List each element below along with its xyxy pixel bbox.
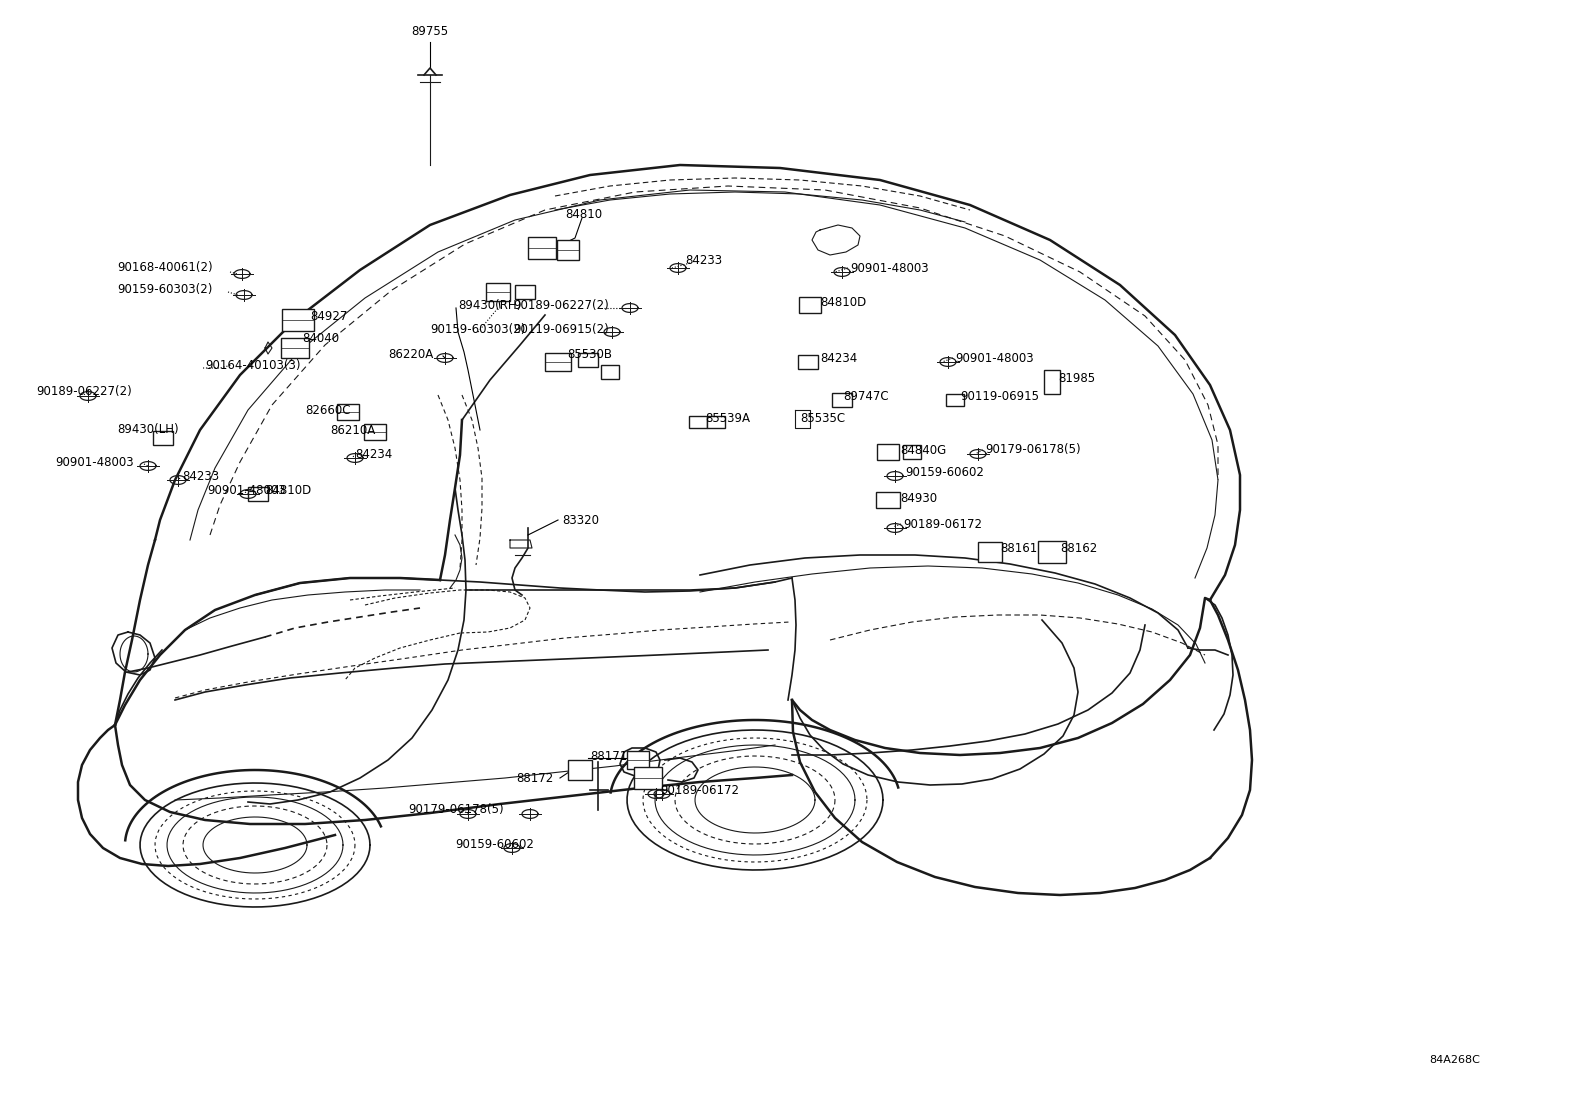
FancyBboxPatch shape (977, 542, 1001, 562)
Text: 89755: 89755 (411, 25, 449, 38)
Text: 90119-06915: 90119-06915 (960, 389, 1040, 402)
FancyBboxPatch shape (634, 767, 662, 789)
Text: 88162: 88162 (1060, 542, 1097, 555)
FancyBboxPatch shape (903, 445, 922, 459)
Text: 90168-40061(2): 90168-40061(2) (116, 262, 213, 275)
Text: 90901-48003: 90901-48003 (207, 484, 285, 497)
Text: 89430(LH): 89430(LH) (116, 423, 178, 436)
Text: 90159-60303(2): 90159-60303(2) (116, 284, 212, 297)
Text: 84233: 84233 (685, 254, 723, 266)
Text: 82660C: 82660C (306, 403, 350, 417)
Text: 88172: 88172 (516, 771, 554, 785)
FancyBboxPatch shape (282, 338, 309, 358)
Text: 89430(RH): 89430(RH) (458, 300, 521, 312)
FancyBboxPatch shape (486, 284, 509, 301)
Text: 85539A: 85539A (705, 411, 750, 424)
FancyBboxPatch shape (557, 240, 579, 260)
Text: 86210A: 86210A (330, 423, 376, 436)
FancyBboxPatch shape (529, 237, 556, 259)
FancyBboxPatch shape (627, 751, 650, 769)
FancyBboxPatch shape (568, 761, 592, 780)
Text: 86220A: 86220A (388, 347, 433, 360)
Text: 90159-60602: 90159-60602 (904, 466, 984, 478)
Text: 84930: 84930 (899, 491, 938, 504)
FancyBboxPatch shape (514, 285, 535, 299)
FancyBboxPatch shape (1044, 370, 1060, 395)
Text: 83320: 83320 (562, 513, 599, 526)
Text: 90189-06227(2): 90189-06227(2) (513, 300, 610, 312)
Text: 84810D: 84810D (264, 484, 312, 497)
Text: 84A268C: 84A268C (1430, 1055, 1481, 1065)
FancyBboxPatch shape (689, 417, 707, 428)
Text: 88161: 88161 (1000, 542, 1038, 555)
FancyBboxPatch shape (799, 297, 821, 313)
Text: 84840G: 84840G (899, 444, 946, 456)
Text: 85530B: 85530B (567, 348, 611, 362)
Text: 90159-60303(2): 90159-60303(2) (430, 323, 525, 336)
Text: 90179-06178(5): 90179-06178(5) (408, 803, 503, 817)
FancyBboxPatch shape (153, 431, 174, 445)
Text: 81985: 81985 (1059, 371, 1095, 385)
Text: 90189-06227(2): 90189-06227(2) (37, 386, 132, 399)
FancyBboxPatch shape (282, 309, 314, 331)
FancyBboxPatch shape (876, 492, 899, 508)
Text: 90189-06172: 90189-06172 (903, 518, 982, 531)
Text: 90901-48003: 90901-48003 (56, 455, 134, 468)
FancyBboxPatch shape (365, 424, 385, 440)
Text: 84040: 84040 (302, 332, 339, 344)
Text: 84233: 84233 (181, 469, 220, 482)
FancyBboxPatch shape (544, 353, 572, 371)
Text: 90159-60602: 90159-60602 (455, 839, 533, 852)
Text: 90189-06172: 90189-06172 (661, 784, 739, 797)
FancyBboxPatch shape (877, 444, 899, 460)
Text: 84810: 84810 (565, 209, 602, 222)
FancyBboxPatch shape (338, 404, 360, 420)
Text: 89747C: 89747C (844, 389, 888, 402)
Text: 90179-06178(5): 90179-06178(5) (985, 444, 1081, 456)
FancyBboxPatch shape (1038, 541, 1067, 563)
Text: 84810D: 84810D (820, 296, 866, 309)
FancyBboxPatch shape (798, 355, 818, 369)
FancyBboxPatch shape (602, 365, 619, 379)
Text: 90119-06915(2): 90119-06915(2) (513, 323, 610, 336)
Text: 85535C: 85535C (801, 411, 845, 424)
Text: 84927: 84927 (310, 310, 347, 322)
Text: 90901-48003: 90901-48003 (850, 262, 928, 275)
FancyBboxPatch shape (946, 395, 965, 406)
Text: 88171: 88171 (591, 750, 627, 763)
Text: 84234: 84234 (820, 352, 856, 365)
FancyBboxPatch shape (833, 393, 852, 407)
FancyBboxPatch shape (707, 417, 724, 428)
Text: 84234: 84234 (355, 447, 392, 460)
FancyBboxPatch shape (578, 353, 599, 367)
Text: 90901-48003: 90901-48003 (955, 352, 1033, 365)
Text: 90164-40103(3): 90164-40103(3) (205, 359, 301, 373)
FancyBboxPatch shape (248, 487, 267, 501)
